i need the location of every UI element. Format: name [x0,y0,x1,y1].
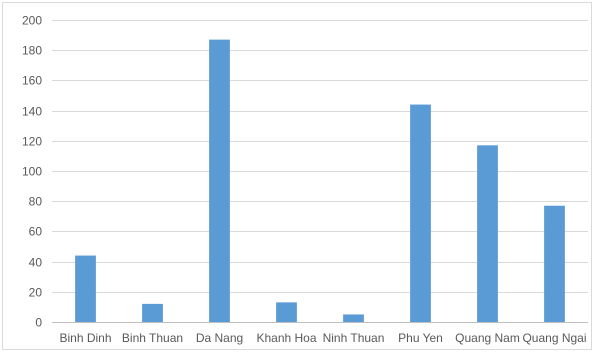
y-tick-label: 60 [29,225,43,239]
y-tick-label: 200 [22,14,42,28]
x-tick-label: Quang Ngai [522,331,586,345]
x-tick-label: Ninh Thuan [323,331,385,345]
x-tick-label: Phu Yen [398,331,443,345]
bar-phu-yen [410,104,431,322]
bar-quang-ngai [544,205,565,322]
bar-da-nang [209,39,230,322]
bar-quang-nam [477,145,498,322]
y-tick-label: 80 [29,195,43,209]
x-tick-label: Da Nang [196,331,243,345]
y-tick-label: 140 [22,105,42,119]
bar-khanh-hoa [276,302,297,322]
y-axis-ticks: 0 20 40 60 80 100 120 140 160 180 200 [22,14,42,330]
y-tick-label: 180 [22,44,42,58]
x-tick-label: Binh Thuan [122,331,183,345]
bar-binh-thuan [142,303,163,322]
bar-ninh-thuan [343,314,364,322]
y-tick-label: 20 [29,286,43,300]
x-axis-ticks: Binh Dinh Binh Thuan Da Nang Khanh Hoa Ninh … [59,331,586,345]
y-tick-label: 120 [22,135,42,149]
y-tick-label: 0 [35,316,42,330]
y-tick-label: 160 [22,74,42,88]
x-tick-label: Binh Dinh [59,331,111,345]
gridlines [52,20,588,323]
x-tick-label: Quang Nam [455,331,520,345]
bars [75,39,565,322]
y-tick-label: 40 [29,256,43,270]
x-tick-label: Khanh Hoa [256,331,316,345]
y-tick-label: 100 [22,165,42,179]
bar-binh-dinh [75,255,96,322]
